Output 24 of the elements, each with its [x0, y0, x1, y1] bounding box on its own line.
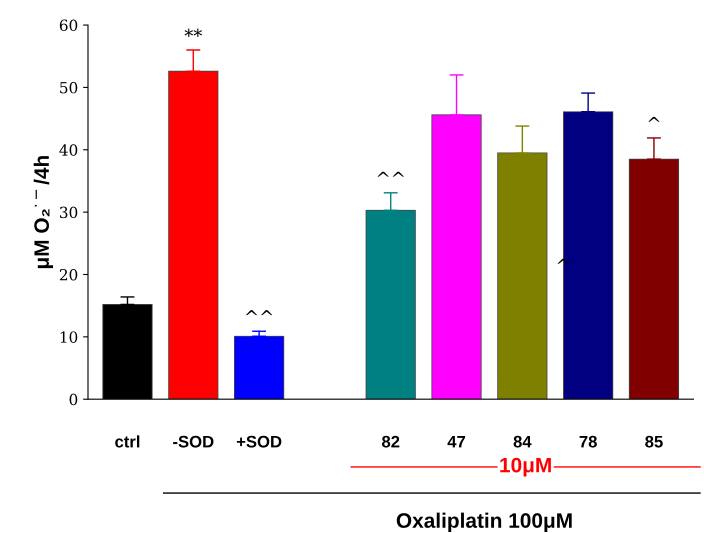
y-tick-label: 10	[60, 331, 78, 343]
bar	[234, 336, 284, 400]
x-tick-label: 78	[580, 436, 597, 448]
y-tick-label: 40	[59, 144, 78, 156]
y-tick-label: 50	[60, 82, 78, 94]
y-tick-label: 0	[70, 394, 78, 406]
y-tick-label: 30	[60, 206, 78, 218]
annotation: ^	[648, 116, 660, 122]
x-tick-label: 85	[645, 436, 663, 448]
y-tick-label: 20	[60, 268, 78, 281]
x-tick-label: +SOD	[236, 436, 282, 448]
x-tick-label: -SOD	[173, 436, 214, 448]
text: Oxaliplatin 100μM	[396, 512, 572, 532]
x-tick-label: 82	[382, 436, 400, 448]
annotation: ^	[557, 258, 569, 264]
annotation: ^^	[246, 310, 272, 316]
y-tick-label: 60	[60, 20, 78, 32]
x-tick-label: ctrl	[115, 435, 140, 448]
x-tick-label: 84	[514, 436, 532, 448]
annotation: **	[184, 28, 202, 37]
y-axis-title: μM O₂$^{·−}$/4h	[34, 156, 54, 268]
annotation: ^^	[378, 172, 404, 177]
text: 10μM	[500, 458, 551, 477]
x-tick-label: 47	[448, 436, 466, 448]
